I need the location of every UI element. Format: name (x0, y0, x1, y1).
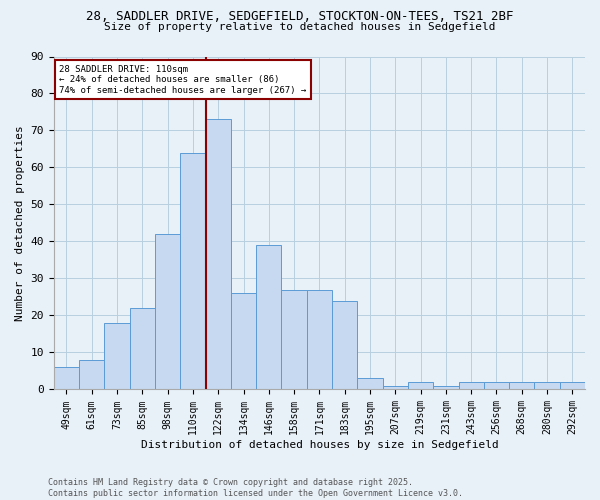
Bar (281, 290, 307, 390)
Bar (484, 382, 509, 390)
Bar (79, 360, 104, 390)
Bar (509, 382, 535, 390)
Bar (104, 323, 130, 390)
Bar (383, 386, 408, 390)
Bar (130, 308, 155, 390)
Bar (307, 290, 332, 390)
Bar (535, 382, 560, 390)
Bar (54, 368, 79, 390)
Bar (458, 382, 484, 390)
Text: Contains HM Land Registry data © Crown copyright and database right 2025.
Contai: Contains HM Land Registry data © Crown c… (48, 478, 463, 498)
Text: Size of property relative to detached houses in Sedgefield: Size of property relative to detached ho… (104, 22, 496, 32)
Bar (231, 294, 256, 390)
Bar (206, 120, 231, 390)
Bar (408, 382, 433, 390)
Text: 28 SADDLER DRIVE: 110sqm
← 24% of detached houses are smaller (86)
74% of semi-d: 28 SADDLER DRIVE: 110sqm ← 24% of detach… (59, 65, 307, 94)
Text: 28, SADDLER DRIVE, SEDGEFIELD, STOCKTON-ON-TEES, TS21 2BF: 28, SADDLER DRIVE, SEDGEFIELD, STOCKTON-… (86, 10, 514, 23)
Bar (332, 300, 358, 390)
Bar (358, 378, 383, 390)
X-axis label: Distribution of detached houses by size in Sedgefield: Distribution of detached houses by size … (140, 440, 498, 450)
Bar (256, 245, 281, 390)
Bar (560, 382, 585, 390)
Bar (433, 386, 458, 390)
Bar (155, 234, 180, 390)
Y-axis label: Number of detached properties: Number of detached properties (15, 125, 25, 321)
Bar (180, 152, 206, 390)
